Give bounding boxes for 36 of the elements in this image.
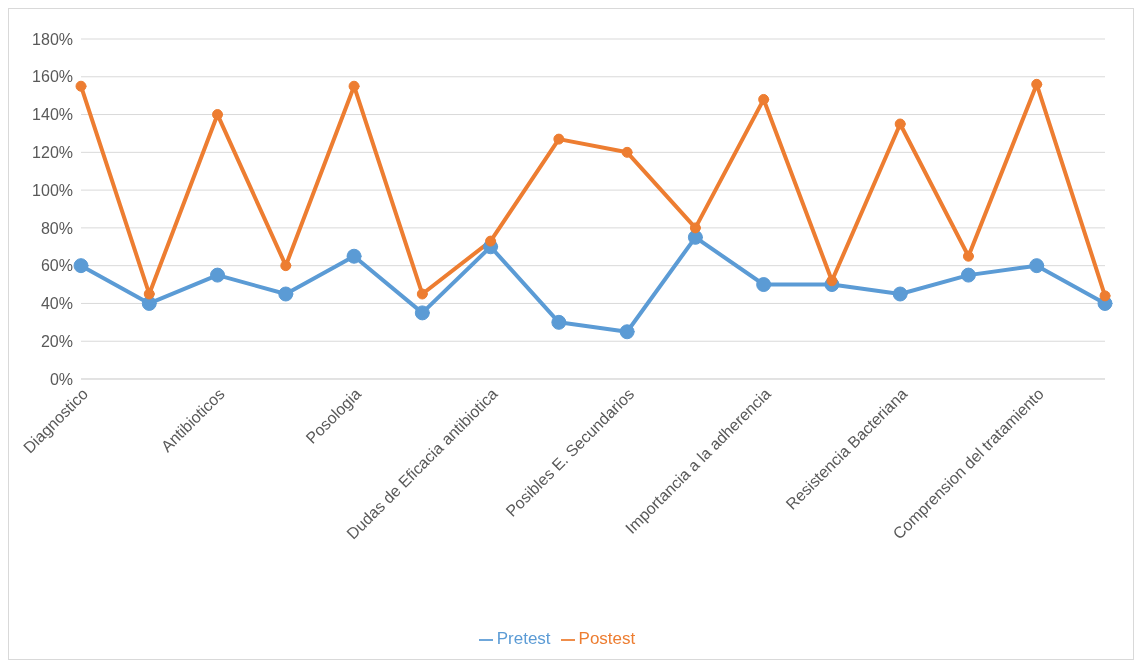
point: [278, 286, 294, 302]
y-tick-label: 20%: [40, 332, 73, 350]
point: [758, 93, 770, 105]
y-tick-label: 0%: [49, 370, 73, 388]
point: [485, 235, 497, 247]
legend-label: Postest: [578, 629, 636, 648]
y-tick-label: 180%: [32, 30, 73, 48]
legend-label: Pretest: [496, 629, 551, 648]
y-tick-label: 120%: [32, 144, 73, 162]
point: [826, 275, 838, 287]
y-tick-label: 100%: [32, 181, 73, 199]
point: [689, 222, 701, 234]
y-tick-label: 140%: [32, 106, 73, 124]
point: [621, 146, 633, 158]
point: [1099, 290, 1111, 302]
y-tick-label: 60%: [40, 257, 73, 275]
point: [346, 248, 362, 264]
point: [414, 305, 430, 321]
point: [348, 80, 360, 92]
y-tick-label: 40%: [40, 295, 73, 313]
point: [756, 277, 772, 293]
point: [73, 258, 89, 274]
point: [1029, 258, 1045, 274]
point: [210, 267, 226, 283]
point: [212, 109, 224, 121]
point: [960, 267, 976, 283]
point: [553, 133, 565, 145]
point: [892, 286, 908, 302]
y-tick-label: 80%: [40, 219, 73, 237]
point: [962, 250, 974, 262]
point: [416, 288, 428, 300]
point: [619, 324, 635, 340]
point: [894, 118, 906, 130]
y-tick-label: 160%: [32, 68, 73, 86]
point: [551, 314, 567, 330]
point: [75, 80, 87, 92]
